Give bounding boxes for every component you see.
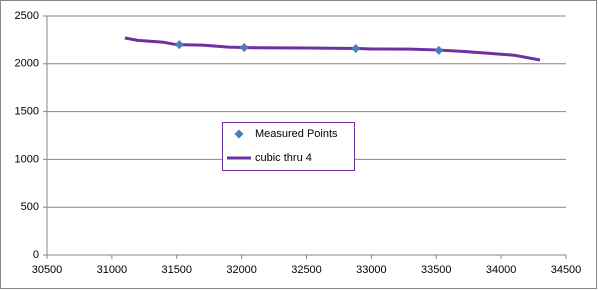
y-tick-label: 1000 [15, 153, 39, 165]
x-tick-label: 31500 [161, 264, 192, 276]
legend-key [234, 129, 244, 139]
y-tick-label: 1500 [15, 106, 39, 118]
data-point [174, 40, 184, 50]
x-tick-label: 33500 [421, 264, 452, 276]
legend-box [222, 122, 355, 171]
x-tick-label: 34500 [551, 264, 582, 276]
x-tick-label: 31000 [97, 264, 128, 276]
y-tick-label: 500 [21, 201, 39, 213]
legend-label: Measured Points [255, 128, 338, 140]
y-tick-label: 0 [33, 249, 39, 261]
y-tick-label: 2500 [15, 10, 39, 22]
y-tick-label: 2000 [15, 58, 39, 70]
data-point [434, 45, 444, 55]
legend-label: cubic thru 4 [255, 152, 312, 164]
data-point [351, 44, 361, 54]
x-tick-label: 33000 [356, 264, 387, 276]
x-tick-label: 32500 [291, 264, 322, 276]
x-tick-label: 30500 [32, 264, 63, 276]
x-tick-label: 32000 [226, 264, 257, 276]
fit-line [124, 36, 541, 62]
data-point [239, 43, 249, 53]
x-tick-label: 34000 [486, 264, 517, 276]
